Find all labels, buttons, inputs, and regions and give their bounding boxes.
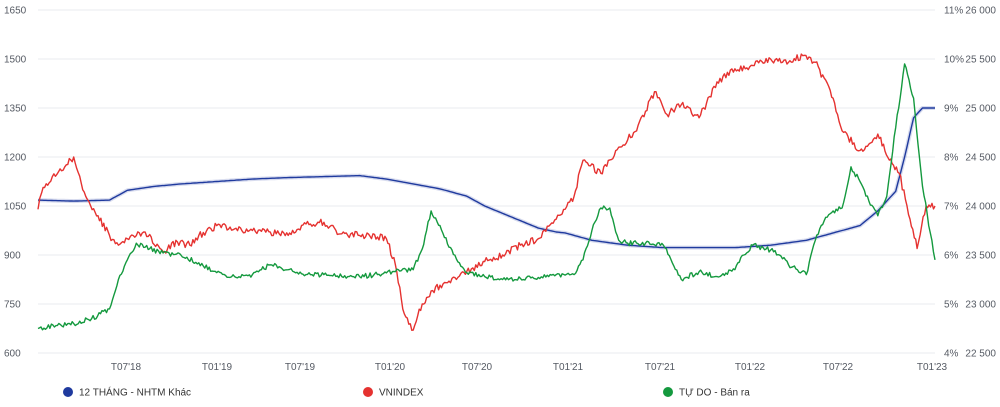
x-axis-tick-label: T07'22 xyxy=(823,362,854,373)
axes: 1650 11% 26 000 1500 10% 25 500 1350 9% 25 000 12… xyxy=(4,6,996,374)
right-axis-tick-label-percent: 10% xyxy=(944,55,964,66)
legend-marker xyxy=(63,387,73,397)
right-axis-tick-label-price: 24 000 xyxy=(965,202,996,213)
right-axis-tick-label-price: 25 500 xyxy=(965,55,996,66)
left-axis-tick-label: 1500 xyxy=(4,55,27,66)
right-axis-tick-label-percent: 6% xyxy=(944,251,959,262)
grid-lines xyxy=(38,9,935,354)
left-axis-tick-label: 1050 xyxy=(4,202,27,213)
legend-marker xyxy=(663,387,673,397)
left-axis-tick-label: 1350 xyxy=(4,104,27,115)
series-line-12-thang-halo xyxy=(37,106,935,250)
series-lines xyxy=(37,53,936,331)
series-line-vnindex xyxy=(37,53,936,331)
right-axis-tick-label-price: 26 000 xyxy=(965,6,996,17)
right-axis-tick-label-price: 25 000 xyxy=(965,104,996,115)
right-axis-tick-label-percent: 9% xyxy=(944,104,959,115)
x-axis-tick-label: T01'23 xyxy=(917,362,948,373)
right-axis-tick-label-percent: 7% xyxy=(944,202,959,213)
x-axis-tick-label: T07'20 xyxy=(462,362,493,373)
legend-item-12-thang[interactable]: 12 THÁNG - NHTM Khác xyxy=(63,386,191,399)
right-axis-tick-label-percent: 5% xyxy=(944,300,959,311)
right-axis-tick-label-price: 24 500 xyxy=(965,153,996,164)
x-axis-tick-label: T01'21 xyxy=(553,362,584,373)
x-axis-tick-label: T07'19 xyxy=(285,362,316,373)
legend-item-tu-do[interactable]: TỰ DO - Bán ra xyxy=(663,387,750,399)
right-axis-tick-label-percent: 4% xyxy=(944,349,959,360)
x-axis-tick-label: T01'22 xyxy=(735,362,766,373)
right-axis-tick-label-percent: 8% xyxy=(944,153,959,164)
left-axis-tick-label: 900 xyxy=(4,251,21,262)
legend-label: TỰ DO - Bán ra xyxy=(679,388,750,399)
legend-label: VNINDEX xyxy=(379,388,424,399)
left-axis-tick-label: 1650 xyxy=(4,6,27,17)
legend: 12 THÁNG - NHTM Khác VNINDEX TỰ DO - Bán r… xyxy=(63,386,750,399)
series-line-tu-do xyxy=(37,63,936,331)
legend-item-vnindex[interactable]: VNINDEX xyxy=(363,387,424,399)
legend-marker xyxy=(363,387,373,397)
right-axis-tick-label-price: 22 500 xyxy=(965,349,996,360)
left-axis-tick-label: 1200 xyxy=(4,153,27,164)
right-axis-tick-label-percent: 11% xyxy=(944,6,963,17)
right-axis-tick-label-price: 23 000 xyxy=(965,300,996,311)
left-axis-tick-label: 600 xyxy=(4,349,21,360)
right-axis-tick-label-price: 23 500 xyxy=(965,251,996,262)
left-axis-tick-label: 750 xyxy=(4,300,21,311)
x-axis-tick-label: T07'21 xyxy=(645,362,676,373)
x-axis-tick-label: T01'19 xyxy=(202,362,233,373)
x-axis-tick-label: T01'20 xyxy=(375,362,406,373)
legend-label: 12 THÁNG - NHTM Khác xyxy=(79,386,191,399)
x-axis-tick-label: T07'18 xyxy=(111,362,142,373)
series-line-12-thang xyxy=(37,107,935,249)
